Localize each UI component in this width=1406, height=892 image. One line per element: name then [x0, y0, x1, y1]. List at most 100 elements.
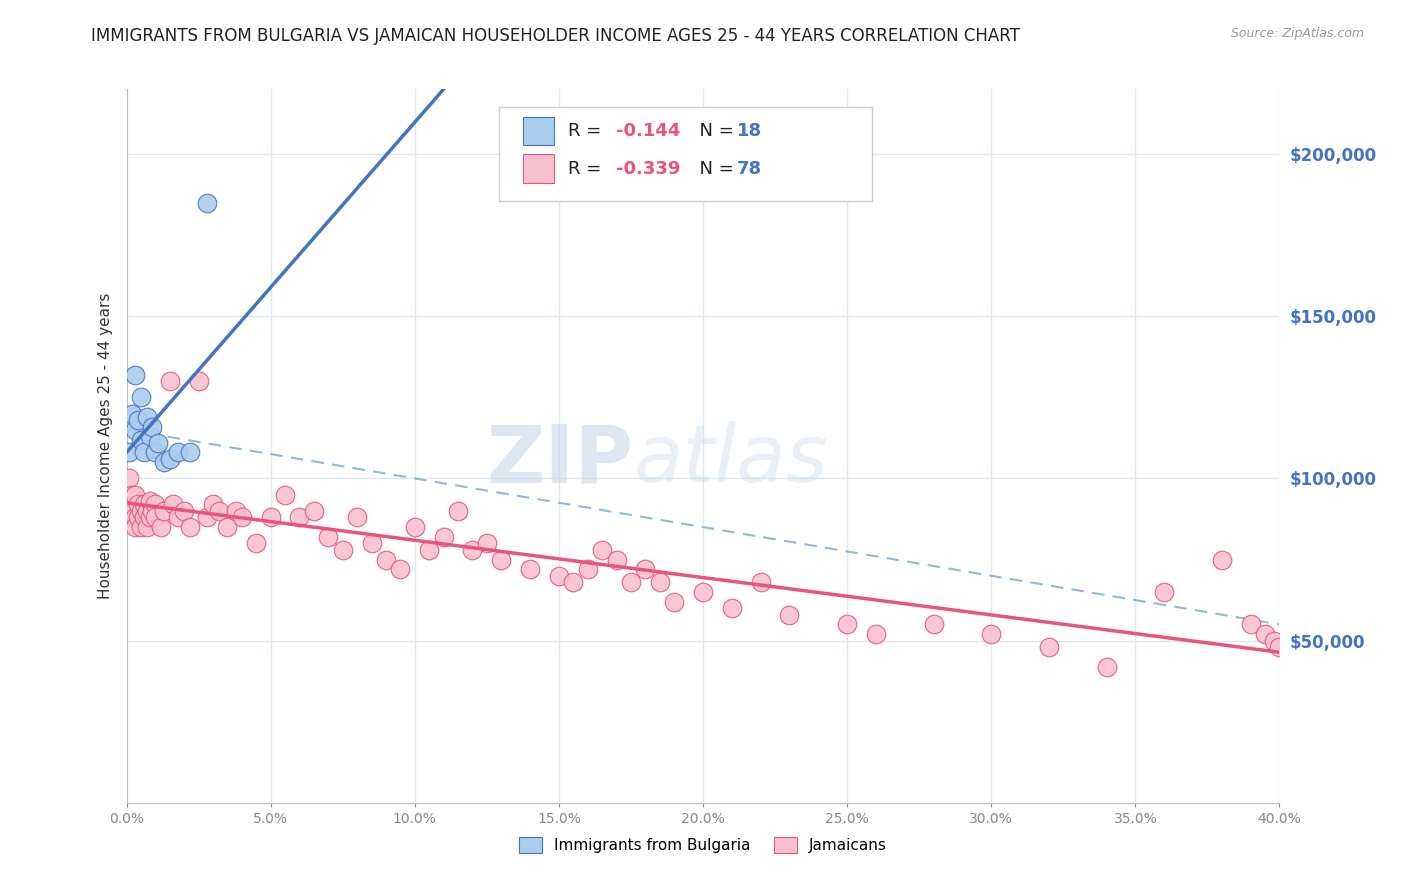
- Point: [217, 520, 239, 534]
- Point: [259, 510, 281, 524]
- Point: [141, 504, 163, 518]
- Point: [1095, 659, 1118, 673]
- Point: [318, 530, 340, 544]
- Point: [225, 504, 247, 518]
- Point: [138, 510, 160, 524]
- Point: [231, 510, 253, 524]
- Point: [1268, 640, 1291, 654]
- Point: [124, 488, 146, 502]
- Point: [461, 542, 484, 557]
- Point: [634, 562, 657, 576]
- Point: [664, 595, 686, 609]
- Text: -0.339: -0.339: [616, 160, 681, 178]
- Point: [145, 445, 166, 459]
- Point: [132, 497, 155, 511]
- Legend: Immigrants from Bulgaria, Jamaicans: Immigrants from Bulgaria, Jamaicans: [513, 831, 893, 859]
- Point: [124, 510, 146, 524]
- Text: 18: 18: [737, 122, 762, 140]
- Point: [274, 488, 297, 502]
- Point: [447, 504, 470, 518]
- Point: [159, 374, 181, 388]
- Point: [491, 552, 513, 566]
- Point: [519, 562, 541, 576]
- Point: [129, 390, 152, 404]
- Point: [148, 435, 170, 450]
- Point: [121, 407, 143, 421]
- Point: [127, 497, 149, 511]
- Point: [135, 409, 157, 424]
- Point: [132, 445, 155, 459]
- Point: [1263, 633, 1285, 648]
- Point: [135, 520, 157, 534]
- Point: [145, 497, 166, 511]
- Point: [576, 562, 599, 576]
- Point: [1254, 627, 1277, 641]
- Point: [124, 368, 146, 382]
- Point: [135, 504, 157, 518]
- Point: [1038, 640, 1060, 654]
- Point: [620, 575, 643, 590]
- Point: [865, 627, 887, 641]
- Point: [187, 374, 209, 388]
- Point: [692, 585, 714, 599]
- Text: N =: N =: [688, 122, 740, 140]
- Point: [980, 627, 1002, 641]
- Point: [208, 504, 231, 518]
- Point: [121, 488, 143, 502]
- Point: [374, 552, 398, 566]
- Text: N =: N =: [688, 160, 740, 178]
- Point: [245, 536, 267, 550]
- Text: -0.144: -0.144: [616, 122, 681, 140]
- Text: atlas: atlas: [634, 421, 828, 500]
- Point: [127, 510, 149, 524]
- Point: [288, 510, 311, 524]
- Point: [162, 497, 184, 511]
- Point: [779, 607, 801, 622]
- Point: [418, 542, 440, 557]
- Point: [1240, 617, 1263, 632]
- Point: [404, 520, 426, 534]
- Point: [153, 455, 176, 469]
- Point: [346, 510, 368, 524]
- Point: [1153, 585, 1175, 599]
- Point: [153, 504, 176, 518]
- Point: [302, 504, 325, 518]
- Point: [129, 520, 152, 534]
- Point: [606, 552, 628, 566]
- Point: [138, 494, 160, 508]
- Point: [1211, 552, 1233, 566]
- Text: R =: R =: [568, 160, 607, 178]
- Point: [475, 536, 498, 550]
- Point: [195, 195, 218, 210]
- Point: [202, 497, 225, 511]
- Point: [591, 542, 613, 557]
- Point: [167, 445, 190, 459]
- Point: [648, 575, 671, 590]
- Text: 78: 78: [737, 160, 762, 178]
- Text: Source: ZipAtlas.com: Source: ZipAtlas.com: [1230, 27, 1364, 40]
- Point: [129, 504, 152, 518]
- Point: [132, 510, 155, 524]
- Point: [195, 510, 218, 524]
- Point: [173, 504, 195, 518]
- Point: [360, 536, 382, 550]
- Point: [118, 445, 141, 459]
- Point: [835, 617, 858, 632]
- Point: [118, 494, 141, 508]
- Point: [121, 504, 143, 518]
- Point: [389, 562, 412, 576]
- Point: [129, 433, 152, 447]
- Point: [159, 452, 181, 467]
- Point: [179, 445, 201, 459]
- Point: [138, 429, 160, 443]
- Point: [145, 510, 166, 524]
- Text: R =: R =: [568, 122, 607, 140]
- Point: [433, 530, 456, 544]
- Text: ZIP: ZIP: [486, 421, 634, 500]
- Point: [127, 413, 149, 427]
- Point: [167, 510, 190, 524]
- Point: [720, 601, 742, 615]
- Text: IMMIGRANTS FROM BULGARIA VS JAMAICAN HOUSEHOLDER INCOME AGES 25 - 44 YEARS CORRE: IMMIGRANTS FROM BULGARIA VS JAMAICAN HOU…: [91, 27, 1021, 45]
- Point: [124, 520, 146, 534]
- Point: [141, 419, 163, 434]
